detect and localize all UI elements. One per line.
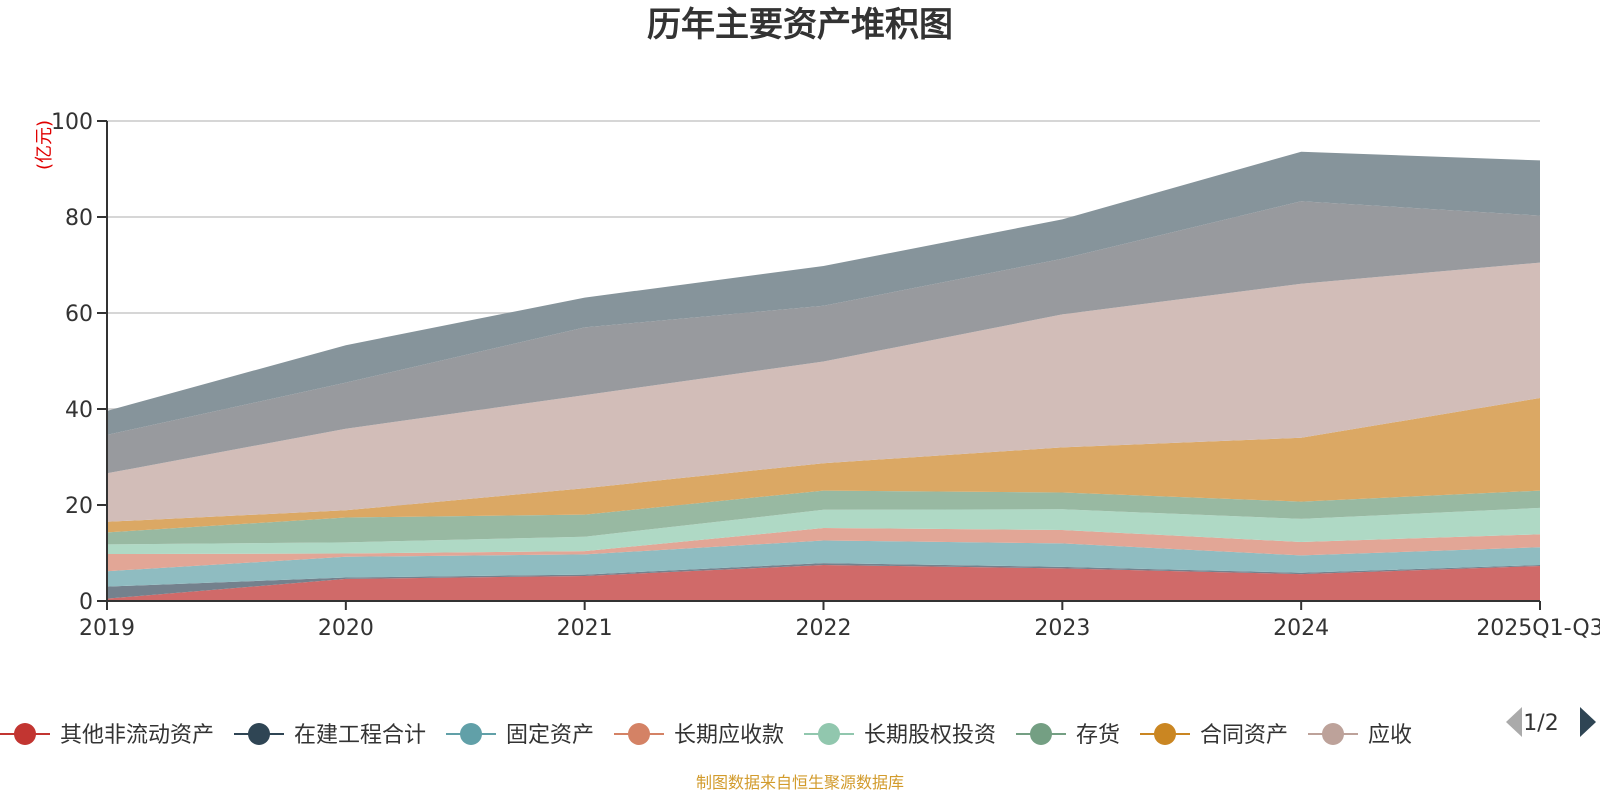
legend-item[interactable]: 合同资产 bbox=[1140, 723, 1288, 748]
area-series-7[interactable] bbox=[107, 398, 1540, 533]
y-tick-label: 100 bbox=[51, 110, 93, 135]
y-tick-label: 60 bbox=[65, 302, 93, 327]
area-series-group bbox=[107, 151, 1540, 601]
y-tick-label: 20 bbox=[65, 494, 93, 519]
y-tick-label: 80 bbox=[65, 206, 93, 231]
legend-next-page-icon[interactable] bbox=[1580, 707, 1596, 737]
legend-item[interactable]: 长期股权投资 bbox=[804, 723, 996, 748]
legend-prev-page-icon[interactable] bbox=[1506, 707, 1522, 737]
legend-marker-dot bbox=[1030, 723, 1052, 745]
data-source-note: 制图数据来自恒生聚源数据库 bbox=[696, 773, 904, 792]
x-tick-label: 2025Q1-Q3 bbox=[1476, 616, 1600, 641]
legend-marker-dot bbox=[460, 723, 482, 745]
legend-label: 在建工程合计 bbox=[294, 723, 426, 748]
area-series-6[interactable] bbox=[107, 490, 1540, 545]
legend-item[interactable]: 在建工程合计 bbox=[234, 723, 426, 748]
y-axis-unit-label: (亿元) bbox=[34, 120, 55, 170]
legend-marker-dot bbox=[1154, 723, 1176, 745]
x-tick-label: 2019 bbox=[79, 616, 135, 641]
legend-label: 合同资产 bbox=[1200, 723, 1288, 748]
area-series-1[interactable] bbox=[107, 565, 1540, 601]
legend-marker-dot bbox=[14, 723, 36, 745]
area-series-4[interactable] bbox=[107, 528, 1540, 572]
legend-label: 应收 bbox=[1368, 723, 1412, 748]
legend-label: 其他非流动资产 bbox=[60, 723, 214, 748]
area-series-3[interactable] bbox=[107, 540, 1540, 587]
area-series-9[interactable] bbox=[107, 201, 1540, 474]
legend-label: 存货 bbox=[1076, 723, 1120, 748]
legend-item[interactable]: 长期应收款 bbox=[614, 723, 784, 748]
legend-marker-dot bbox=[1322, 723, 1344, 745]
area-series-10[interactable] bbox=[107, 151, 1540, 435]
x-tick-label: 2021 bbox=[557, 616, 613, 641]
area-series-8[interactable] bbox=[107, 262, 1540, 522]
legend-item[interactable]: 固定资产 bbox=[446, 723, 594, 748]
legend-item[interactable]: 其他非流动资产 bbox=[0, 723, 214, 748]
legend-label: 长期股权投资 bbox=[864, 723, 996, 748]
chart-title: 历年主要资产堆积图 bbox=[647, 5, 953, 45]
axes: 0 20 40 60 80 100 2019 2020 2021 2022 2023 2024 2025… bbox=[51, 110, 1600, 641]
legend-label: 长期应收款 bbox=[674, 723, 784, 748]
x-tick-label: 2020 bbox=[318, 616, 374, 641]
legend-marker-dot bbox=[248, 723, 270, 745]
y-tick-label: 40 bbox=[65, 398, 93, 423]
legend-item[interactable]: 存货 bbox=[1016, 723, 1120, 748]
x-tick-label: 2024 bbox=[1273, 616, 1329, 641]
legend-page-indicator: 1/2 bbox=[1523, 711, 1558, 736]
legend[interactable]: 其他非流动资产 在建工程合计 固定资产 长期应收款 长期股权投资 存货 合同资产 应收 bbox=[0, 723, 1412, 748]
x-tick-label: 2023 bbox=[1034, 616, 1090, 641]
x-tick-label: 2022 bbox=[796, 616, 852, 641]
legend-item[interactable]: 应收 bbox=[1308, 723, 1412, 748]
area-series-5[interactable] bbox=[107, 507, 1540, 554]
y-tick-label: 0 bbox=[79, 590, 93, 615]
legend-marker-dot bbox=[818, 723, 840, 745]
legend-pager[interactable]: 1/2 bbox=[1506, 707, 1596, 737]
legend-label: 固定资产 bbox=[506, 723, 594, 748]
legend-marker-dot bbox=[628, 723, 650, 745]
